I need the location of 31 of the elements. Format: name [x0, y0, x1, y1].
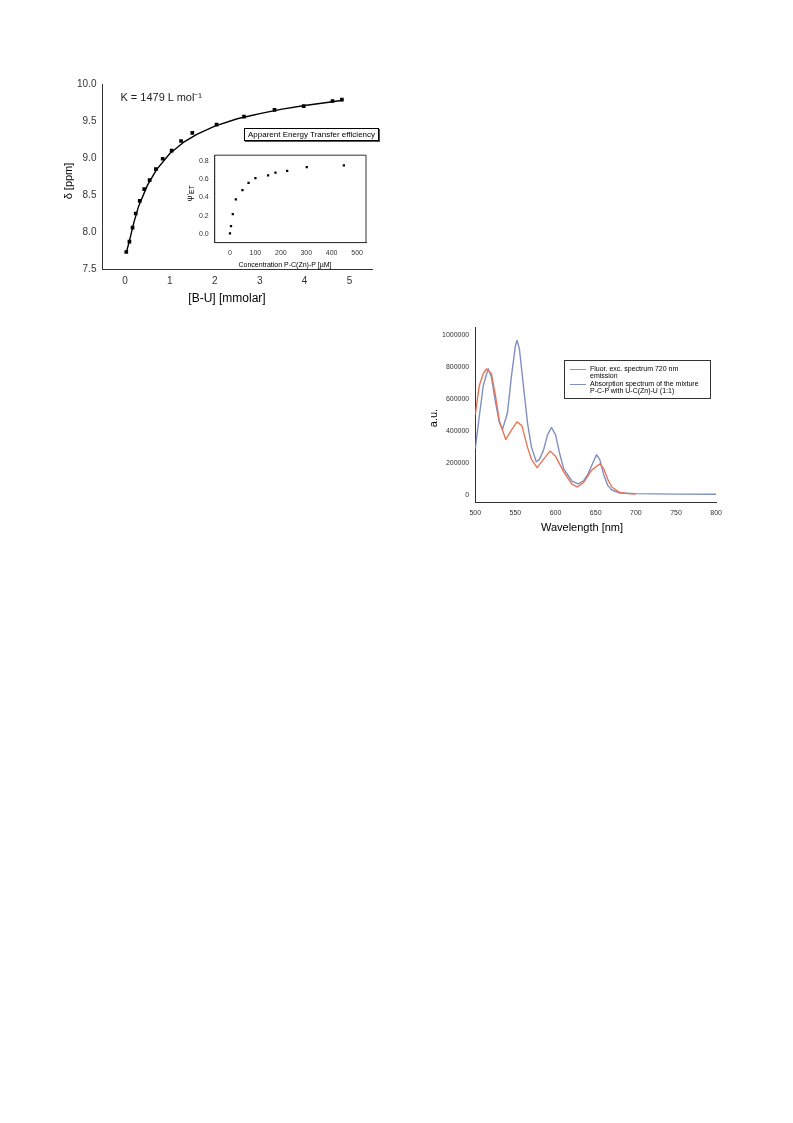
point	[124, 250, 129, 254]
point	[247, 181, 250, 184]
x-tick-label: 5	[346, 274, 353, 286]
point	[274, 171, 277, 174]
point	[154, 167, 158, 171]
x-axis-title: [B-U] [mmolar]	[187, 291, 267, 305]
point	[301, 104, 306, 109]
x-tick-label: 1	[167, 274, 174, 286]
y-tick-label: 10.0	[76, 77, 97, 89]
point	[241, 189, 244, 192]
y-tick-label: 7.5	[82, 262, 97, 274]
point	[179, 139, 183, 143]
x-tick-label: 4	[301, 274, 308, 286]
y-axis-title: a.u.	[427, 407, 439, 430]
chart-title: Apparent Energy Transfer efficiency	[244, 128, 380, 141]
y-tick-label: 9.5	[82, 114, 97, 126]
point	[228, 232, 232, 235]
x-tick-label: 3	[256, 274, 263, 286]
x-tick-label: 2	[211, 274, 218, 286]
x-axis-title: Wavelength [nm]	[539, 521, 625, 533]
point	[190, 131, 195, 135]
point	[266, 174, 270, 177]
x-tick-label: 0	[122, 274, 129, 286]
y-tick-label: 8.0	[82, 225, 97, 237]
point	[137, 199, 142, 203]
y-tick-label: 8.5	[82, 188, 97, 200]
y-tick-label: 9.0	[82, 151, 97, 163]
point	[254, 177, 257, 180]
point	[142, 187, 147, 191]
y-axis-title: δ [ppm]	[62, 161, 74, 201]
annotation: K = 1479 L mol⁻¹	[120, 90, 203, 103]
